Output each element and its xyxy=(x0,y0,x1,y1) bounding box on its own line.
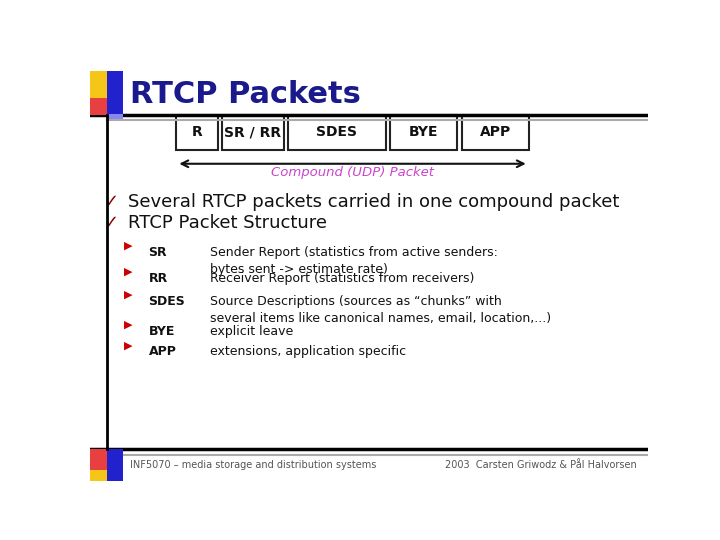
Bar xyxy=(176,114,218,150)
Text: ▶: ▶ xyxy=(124,241,132,251)
Text: Source Descriptions (sources as “chunks” with: Source Descriptions (sources as “chunks”… xyxy=(210,295,502,308)
Bar xyxy=(390,114,457,150)
Text: APP: APP xyxy=(148,346,176,359)
Text: SDES: SDES xyxy=(316,125,357,139)
Text: explicit leave: explicit leave xyxy=(210,325,293,338)
Text: INF5070 – media storage and distribution systems: INF5070 – media storage and distribution… xyxy=(130,460,377,470)
Text: BYE: BYE xyxy=(409,125,438,139)
Text: RR: RR xyxy=(148,272,168,285)
Text: SDES: SDES xyxy=(148,295,185,308)
Bar xyxy=(462,114,528,150)
Text: Receiver Report (statistics from receivers): Receiver Report (statistics from receive… xyxy=(210,272,474,285)
Text: several items like canonical names, email, location,...): several items like canonical names, emai… xyxy=(210,312,551,325)
Text: ▶: ▶ xyxy=(124,290,132,300)
Bar xyxy=(90,71,107,98)
Text: Sender Report (statistics from active senders:: Sender Report (statistics from active se… xyxy=(210,246,498,259)
Text: RTCP Packets: RTCP Packets xyxy=(130,80,361,109)
Text: ▶: ▶ xyxy=(124,340,132,350)
Text: ✓: ✓ xyxy=(104,214,119,232)
Text: SR: SR xyxy=(148,246,167,259)
Text: ▶: ▶ xyxy=(124,320,132,330)
Bar xyxy=(222,114,284,150)
Bar xyxy=(288,114,386,150)
Bar xyxy=(90,449,107,481)
Text: APP: APP xyxy=(480,125,510,139)
Text: RTCP Packet Structure: RTCP Packet Structure xyxy=(128,214,327,232)
Text: extensions, application specific: extensions, application specific xyxy=(210,346,406,359)
Text: bytes sent -> estimate rate): bytes sent -> estimate rate) xyxy=(210,263,388,276)
Bar xyxy=(107,114,124,119)
Text: Compound (UDP) Packet: Compound (UDP) Packet xyxy=(271,166,434,179)
Text: ▶: ▶ xyxy=(124,267,132,277)
Text: Several RTCP packets carried in one compound packet: Several RTCP packets carried in one comp… xyxy=(128,193,619,211)
Text: SR / RR: SR / RR xyxy=(225,125,282,139)
Bar xyxy=(107,449,124,481)
Text: 2003  Carsten Griwodz & Pål Halvorsen: 2003 Carsten Griwodz & Pål Halvorsen xyxy=(445,460,637,470)
Bar xyxy=(90,470,107,481)
Bar xyxy=(90,98,107,114)
Text: BYE: BYE xyxy=(148,325,175,338)
Text: R: R xyxy=(192,125,203,139)
Text: ✓: ✓ xyxy=(104,193,119,211)
Bar xyxy=(107,71,124,114)
